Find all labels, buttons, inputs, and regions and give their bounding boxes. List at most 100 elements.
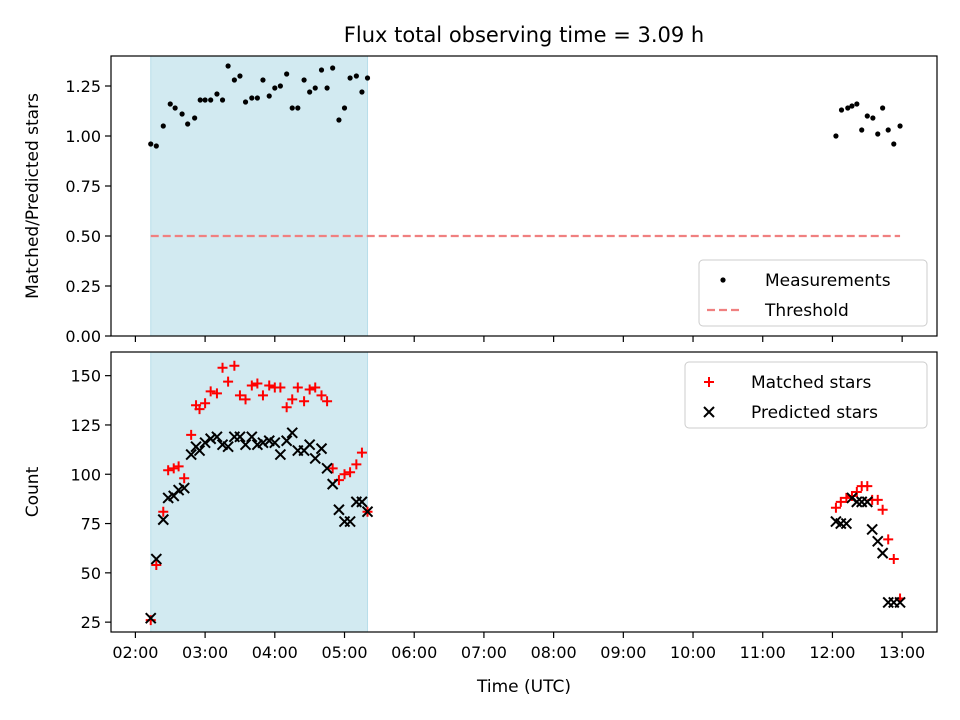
bottom-legend: Matched stars Predicted stars <box>684 361 928 429</box>
bottom-point-predicted <box>872 535 884 548</box>
top-y-tick-label: 0.50 <box>65 227 101 246</box>
top-point-measurement <box>838 107 845 113</box>
top-point-measurement <box>870 115 876 121</box>
bottom-point-matched <box>299 396 310 407</box>
bottom-point-matched <box>292 382 303 393</box>
top-legend: Measurements Threshold <box>698 259 928 327</box>
top-y-tick-label: 1.00 <box>65 127 101 146</box>
bottom-point-matched <box>841 492 852 503</box>
legend-marker-dot <box>720 277 726 283</box>
top-point-measurement <box>330 65 336 71</box>
bottom-point-predicted <box>851 496 863 508</box>
bottom-point-predicted <box>234 431 246 443</box>
bottom-point-matched <box>168 463 179 474</box>
bottom-point-predicted <box>866 523 878 536</box>
bottom-y-tick-label: 125 <box>70 416 101 435</box>
top-point-measurement <box>260 77 266 83</box>
bottom-point-predicted <box>157 513 169 526</box>
top-point-measurement <box>153 143 159 149</box>
legend-label: Matched stars <box>751 373 871 393</box>
top-point-measurement <box>833 133 839 139</box>
top-point-measurement <box>312 85 318 91</box>
bottom-point-matched <box>211 388 222 399</box>
bottom-point-predicted <box>274 448 287 461</box>
top-point-measurement <box>864 113 870 119</box>
bottom-x-tick-label: 02:00 <box>112 643 158 662</box>
top-point-measurement <box>318 67 325 73</box>
bottom-x-tick-label: 12:00 <box>809 643 855 662</box>
bottom-point-matched <box>883 534 894 545</box>
top-point-measurement <box>192 115 198 121</box>
top-y-tick-label: 0.75 <box>65 177 101 196</box>
bottom-point-matched <box>205 386 216 397</box>
bottom-point-matched <box>257 390 268 401</box>
bottom-x-tick-label: 04:00 <box>252 643 298 662</box>
bottom-y-tick-label: 100 <box>70 465 101 484</box>
bottom-point-predicted <box>321 462 333 475</box>
bottom-point-predicted <box>185 448 197 461</box>
bottom-point-matched <box>287 394 298 405</box>
top-point-measurement <box>289 105 295 111</box>
bottom-point-matched <box>888 554 899 565</box>
top-point-measurement <box>875 131 881 137</box>
top-ylabel: Matched/Predicted stars <box>23 93 43 299</box>
bottom-point-predicted <box>239 438 252 451</box>
bottom-point-predicted <box>269 436 281 449</box>
legend-label: Threshold <box>764 301 849 321</box>
bottom-point-predicted <box>326 478 339 490</box>
top-point-measurement <box>284 71 290 77</box>
bottom-point-matched <box>851 487 862 497</box>
bottom-point-predicted <box>861 496 874 508</box>
bottom-point-matched <box>281 402 292 413</box>
top-point-measurement <box>254 95 260 101</box>
top-y-tick-label: 0.00 <box>65 327 101 346</box>
top-panel: 0.00 0.25 0.50 0.75 1.00 1.25 Matched/Predicte… <box>23 55 938 346</box>
top-point-measurement <box>167 101 173 107</box>
bottom-point-matched <box>339 469 350 480</box>
bottom-point-matched <box>310 382 321 393</box>
bottom-point-predicted <box>876 547 889 559</box>
bottom-point-predicted <box>280 435 293 447</box>
top-point-measurement <box>885 127 891 133</box>
top-point-measurement <box>179 111 185 117</box>
bottom-point-matched <box>186 429 197 440</box>
bottom-point-matched <box>234 390 245 401</box>
bottom-x-tick-label: 13:00 <box>879 643 925 662</box>
bottom-point-predicted <box>193 444 206 457</box>
top-point-measurement <box>277 83 283 89</box>
bottom-point-matched <box>316 390 327 401</box>
bottom-point-matched <box>345 467 356 478</box>
bottom-point-predicted <box>211 431 223 443</box>
bottom-point-matched <box>356 447 367 458</box>
top-point-measurement <box>172 105 178 111</box>
bottom-point-predicted <box>840 517 853 530</box>
top-point-measurement <box>208 97 214 103</box>
bottom-point-predicted <box>204 433 217 445</box>
bottom-point-matched <box>322 396 333 407</box>
bottom-point-matched <box>163 465 174 476</box>
bottom-point-matched <box>264 380 275 391</box>
top-point-measurement <box>249 95 255 101</box>
bottom-point-matched <box>229 360 240 371</box>
bottom-point-matched <box>173 461 184 472</box>
bottom-point-matched <box>835 496 846 507</box>
top-point-measurement <box>148 141 154 147</box>
top-point-measurement <box>219 97 226 103</box>
bottom-point-matched <box>217 362 228 373</box>
top-point-measurement <box>849 103 855 109</box>
top-point-measurement <box>324 85 330 91</box>
bottom-ylabel: Count <box>23 466 43 517</box>
bottom-point-predicted <box>333 504 345 516</box>
bottom-axes-frame <box>110 351 938 633</box>
bottom-point-predicted <box>222 440 234 453</box>
legend-label: Measurements <box>765 271 891 291</box>
bottom-x-tick-label: 11:00 <box>740 643 786 662</box>
legend-label: Predicted stars <box>751 403 878 423</box>
bottom-shaded-region <box>150 351 369 633</box>
bottom-point-predicted <box>309 452 321 465</box>
bottom-point-predicted <box>150 553 163 565</box>
top-point-measurement <box>237 73 243 79</box>
top-y-tick-label: 1.25 <box>65 77 101 96</box>
bottom-point-predicted <box>303 438 316 451</box>
